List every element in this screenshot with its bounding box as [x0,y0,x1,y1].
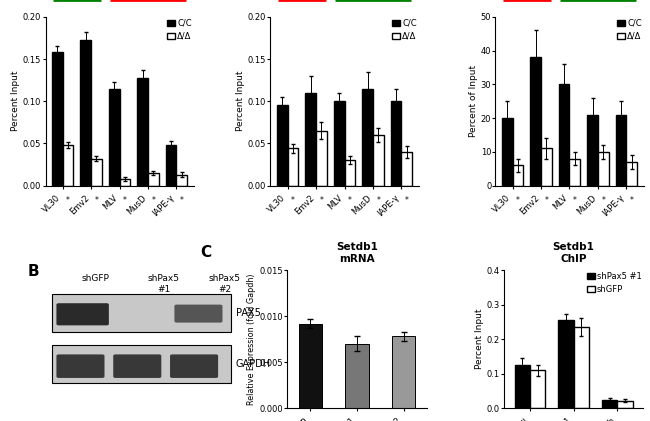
Bar [80,40,91,186]
Bar [573,327,589,408]
FancyBboxPatch shape [170,354,218,378]
Title: Setdb1
ChIP: Setdb1 ChIP [552,242,595,264]
Bar [391,101,402,186]
Text: *: * [545,196,549,205]
Legend: C/C, Δ/Δ: C/C, Δ/Δ [392,19,417,41]
Bar [530,370,545,408]
Bar [515,365,530,408]
Bar [392,336,415,408]
Bar [402,152,412,186]
Y-axis label: Percent Input: Percent Input [11,71,20,131]
Text: *: * [94,196,98,205]
Text: *: * [151,196,155,205]
Bar [287,149,298,186]
Bar [569,159,580,186]
Text: *: * [376,196,380,205]
Bar [333,101,344,186]
Bar [558,320,573,408]
Text: *: * [573,196,577,205]
Text: *: * [291,196,295,205]
Bar [166,145,176,186]
Bar [306,93,316,186]
Text: GAPDH: GAPDH [235,359,270,369]
Bar [373,135,384,186]
Bar [530,57,541,186]
Text: shPax5
#2: shPax5 #2 [209,274,240,293]
Bar [91,159,102,186]
Text: B: B [28,264,40,280]
Legend: C/C, Δ/Δ: C/C, Δ/Δ [167,19,192,41]
Text: *: * [516,196,520,205]
Bar [277,105,287,186]
FancyBboxPatch shape [57,303,109,325]
Text: *: * [66,196,70,205]
Text: *: * [123,196,127,205]
Y-axis label: Relative Expression (fold Gapdh): Relative Expression (fold Gapdh) [248,274,257,405]
Bar [298,323,322,408]
Bar [345,344,369,408]
Bar [344,160,356,186]
Bar [148,173,159,186]
Bar [137,78,148,186]
Text: *: * [630,196,634,205]
FancyBboxPatch shape [57,354,105,378]
Bar [120,179,131,186]
Text: shPax5
#1: shPax5 #1 [148,274,179,293]
Bar [176,175,187,186]
Y-axis label: Percent Input: Percent Input [236,71,245,131]
Bar [587,115,598,186]
Text: *: * [601,196,605,205]
Text: shGFP: shGFP [82,274,110,283]
Bar [52,52,62,186]
Legend: shPax5 #1, shGFP: shPax5 #1, shGFP [587,272,642,294]
Bar [616,115,627,186]
Bar [62,145,73,186]
Bar [316,131,327,186]
Bar [502,118,513,186]
Bar [109,88,120,186]
Text: *: * [405,196,409,205]
Y-axis label: Percent Input: Percent Input [474,309,484,370]
Bar [541,149,552,186]
Bar [618,401,632,408]
FancyBboxPatch shape [174,305,222,322]
Text: *: * [320,196,324,205]
Bar [362,88,373,186]
Bar [598,152,609,186]
Bar [602,400,617,408]
Title: Setdb1
mRNA: Setdb1 mRNA [336,242,378,264]
Text: C: C [200,245,211,260]
Legend: C/C, Δ/Δ: C/C, Δ/Δ [618,19,642,41]
FancyBboxPatch shape [113,354,161,378]
Bar [513,165,523,186]
Y-axis label: Percent of Input: Percent of Input [469,65,478,137]
Text: PAX5: PAX5 [235,308,261,318]
Bar [627,162,637,186]
Text: *: * [180,196,184,205]
Bar [558,84,569,186]
Text: *: * [348,196,352,205]
FancyBboxPatch shape [52,345,231,384]
FancyBboxPatch shape [52,293,231,332]
